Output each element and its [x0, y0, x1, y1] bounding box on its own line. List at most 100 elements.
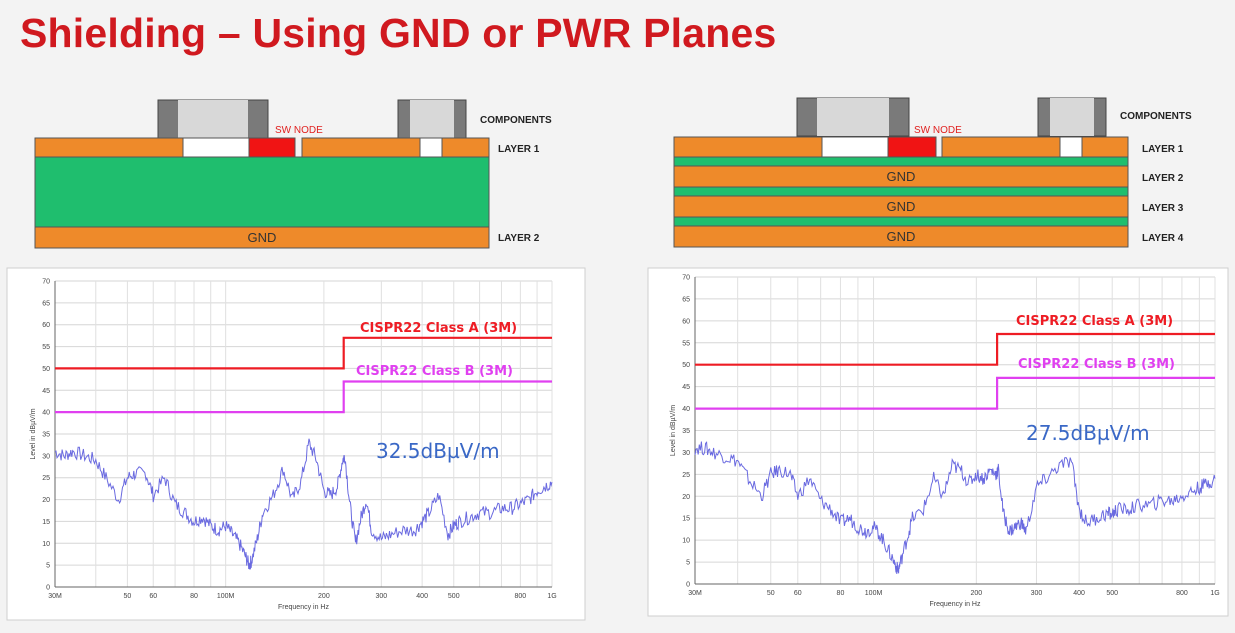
layer-label-3: LAYER 3: [1142, 203, 1184, 214]
x-tick-label: 800: [1176, 590, 1188, 597]
y-tick-label: 70: [42, 279, 50, 286]
gnd-label: GND: [248, 230, 277, 245]
x-tick-label: 200: [970, 590, 982, 597]
gnd-plane-4: [673, 225, 1129, 248]
x-tick-label: 400: [1073, 590, 1085, 597]
x-tick-label: 500: [448, 593, 460, 600]
limit-label-class-b: CISPR22 Class B (3M): [1018, 357, 1175, 372]
slide-title: Shielding – Using GND or PWR Planes: [20, 10, 777, 56]
x-tick-label: 80: [837, 590, 845, 597]
x-tick-label: 50: [767, 590, 775, 597]
layer1-copper-c: [1081, 136, 1129, 158]
y-tick-label: 15: [42, 519, 50, 526]
chart-frame-right: [647, 267, 1229, 617]
sw-node-label: SW NODE: [914, 125, 962, 136]
x-axis-label: Frequency in Hz: [278, 604, 329, 611]
x-tick-label: 60: [794, 590, 802, 597]
layer-label-4: LAYER 4: [1142, 233, 1184, 244]
pad-gap: [821, 136, 889, 158]
emission-trace: [54, 438, 553, 570]
y-tick-label: 0: [46, 585, 50, 592]
x-tick-label: 1G: [547, 593, 556, 600]
x-tick-label: 100M: [865, 590, 883, 597]
layer-label-1: LAYER 1: [498, 144, 540, 155]
y-tick-label: 50: [682, 362, 690, 369]
chart-frame-left: [6, 267, 586, 621]
sw-node-label: SW NODE: [275, 125, 323, 136]
y-tick-label: 65: [42, 300, 50, 307]
x-tick-label: 800: [515, 593, 527, 600]
emission-chart-left: 0 5 10 15 20 25 30 35 40 45 50 55 60 65 70 30M 50 60 80 100…: [30, 279, 557, 612]
limit-line-class-a: [55, 336, 552, 370]
y-tick-label: 10: [42, 541, 50, 548]
layer1-copper-a: [673, 136, 823, 158]
layer1-copper-b: [941, 136, 1061, 158]
component-large-body: [178, 100, 248, 138]
y-tick-label: 60: [682, 318, 690, 325]
y-tick-label: 20: [682, 494, 690, 501]
y-tick-label: 65: [682, 296, 690, 303]
layer-label-2: LAYER 2: [1142, 173, 1184, 184]
gnd-plane: [34, 226, 490, 249]
x-tick-label: 60: [149, 593, 157, 600]
layer1-copper-a: [34, 137, 184, 158]
x-tick-label: 300: [1031, 590, 1043, 597]
y-tick-label: 20: [42, 497, 50, 504]
x-tick-label: 500: [1106, 590, 1118, 597]
y-tick-label: 35: [682, 428, 690, 435]
limit-label-class-a: CISPR22 Class A (3M): [360, 321, 517, 336]
limit-line-class-b: [695, 376, 1215, 410]
x-tick-label: 300: [376, 593, 388, 600]
x-tick-label: 1G: [1210, 590, 1219, 597]
limit-line-class-a: [695, 332, 1215, 366]
y-tick-label: 35: [42, 432, 50, 439]
components-label: COMPONENTS: [480, 115, 552, 126]
y-tick-label: 70: [682, 275, 690, 282]
pad-gap: [182, 137, 250, 158]
component-small-body: [1050, 98, 1094, 136]
peak-annotation: 32.5dBµV/m: [376, 439, 500, 463]
gnd-label-3: GND: [887, 199, 916, 214]
pad-gap-small: [1059, 136, 1083, 158]
x-tick-label: 30M: [688, 590, 702, 597]
dielectric-1: [673, 156, 1129, 167]
y-tick-label: 60: [42, 322, 50, 329]
limit-line-class-b: [55, 380, 552, 414]
y-tick-label: 25: [682, 472, 690, 479]
dielectric-3: [673, 216, 1129, 227]
dielectric-2: [673, 186, 1129, 197]
y-axis-label: Level in dBµV/m: [670, 405, 677, 456]
y-tick-label: 15: [682, 516, 690, 523]
y-tick-label: 5: [46, 563, 50, 570]
y-tick-label: 50: [42, 366, 50, 373]
stackup-right: COMPONENTS SW NODE LAYER 1 GND LAYER 2 G…: [673, 97, 1192, 248]
y-axis-label: Level in dBµV/m: [30, 408, 37, 459]
gnd-label-2: GND: [887, 169, 916, 184]
components-label: COMPONENTS: [1120, 111, 1192, 122]
y-tick-label: 5: [686, 560, 690, 567]
peak-annotation: 27.5dBµV/m: [1026, 421, 1150, 445]
layer1-copper-b: [301, 137, 421, 158]
x-tick-label: 80: [190, 593, 198, 600]
y-tick-label: 25: [42, 475, 50, 482]
component-large-body: [817, 98, 889, 136]
x-tick-label: 200: [318, 593, 330, 600]
x-axis-label: Frequency in Hz: [930, 601, 981, 608]
y-tick-label: 0: [686, 582, 690, 589]
x-tick-label: 100M: [217, 593, 235, 600]
x-tick-label: 50: [124, 593, 132, 600]
y-tick-label: 40: [42, 410, 50, 417]
y-tick-label: 45: [682, 384, 690, 391]
y-tick-label: 40: [682, 406, 690, 413]
sw-node-copper: [248, 137, 296, 158]
stackup-left: COMPONENTS SW NODE LAYER 1 GND LAYER 2: [34, 99, 552, 249]
y-tick-label: 30: [42, 453, 50, 460]
dielectric: [34, 156, 490, 228]
y-tick-label: 55: [42, 344, 50, 351]
x-tick-label: 400: [416, 593, 428, 600]
pad-gap-small: [419, 137, 443, 158]
component-small-body: [410, 100, 454, 138]
y-tick-label: 10: [682, 538, 690, 545]
